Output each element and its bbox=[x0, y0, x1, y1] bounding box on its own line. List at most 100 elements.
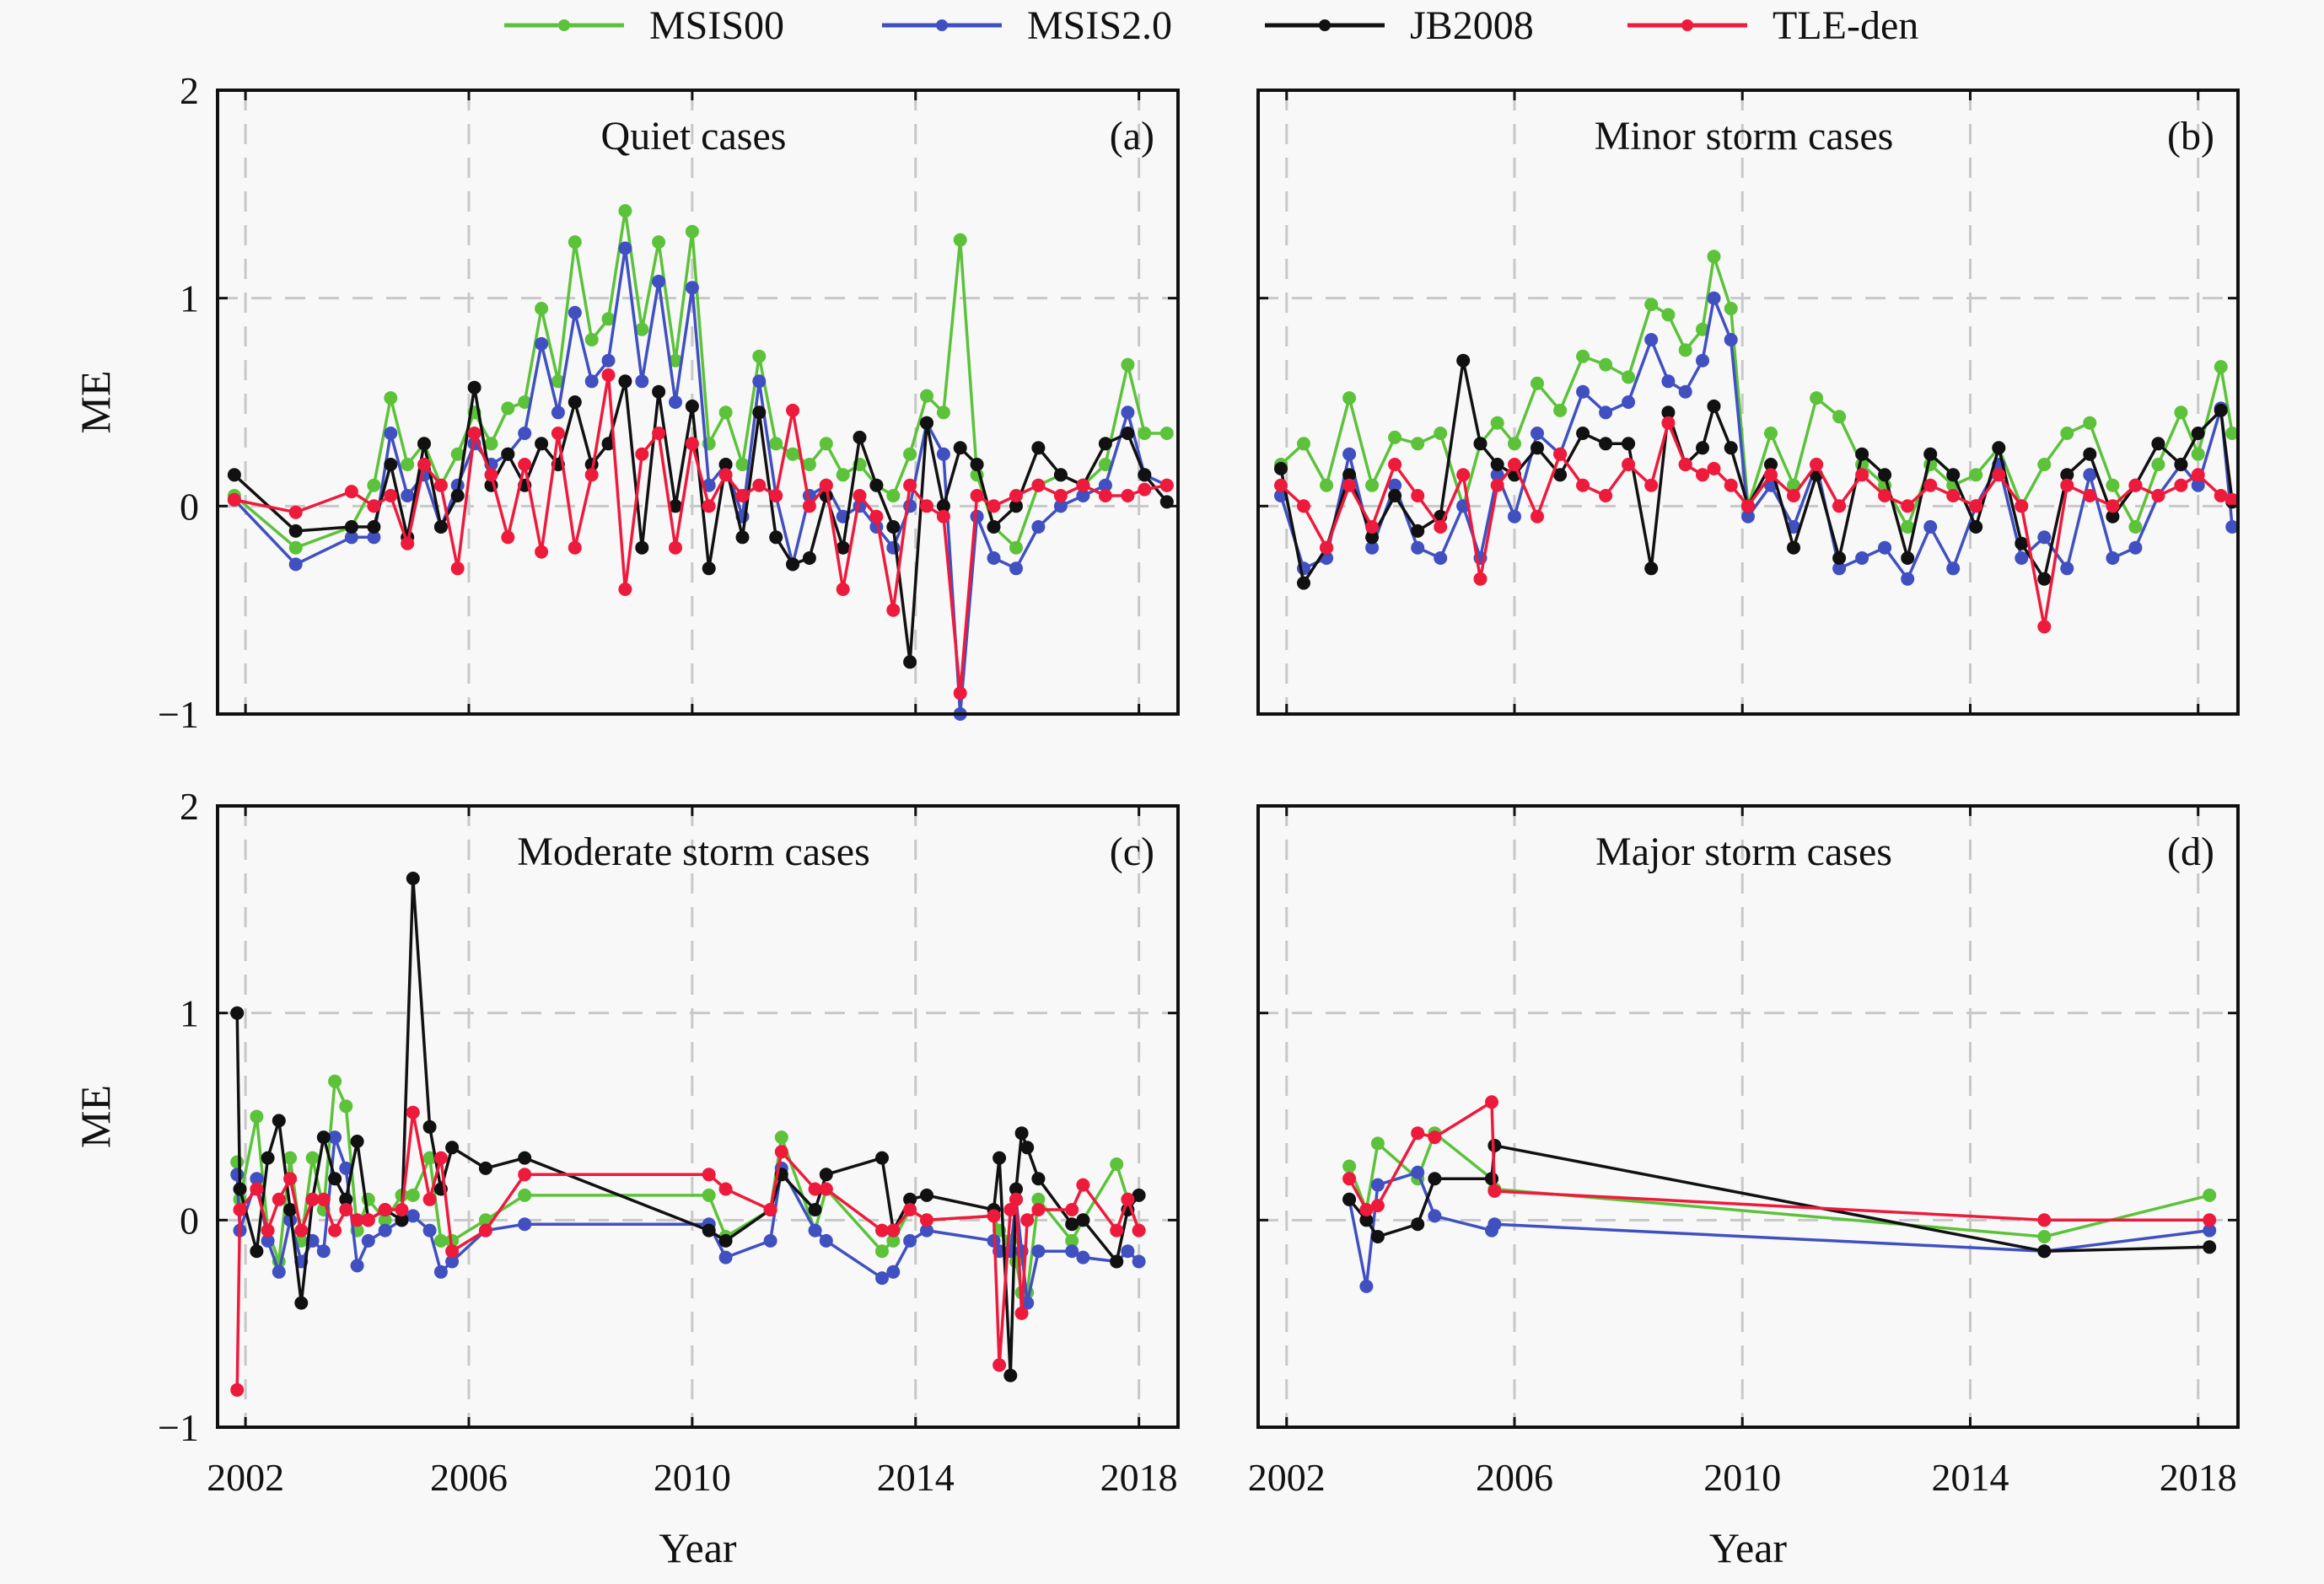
data-point bbox=[2174, 405, 2188, 420]
legend-marker bbox=[1681, 19, 1693, 31]
data-point bbox=[819, 1182, 833, 1196]
data-point bbox=[970, 489, 984, 502]
series-line bbox=[1348, 1171, 2210, 1288]
data-point bbox=[1622, 437, 1636, 451]
data-point bbox=[501, 401, 515, 416]
data-point bbox=[1014, 1306, 1029, 1320]
data-point bbox=[305, 1192, 320, 1206]
data-point bbox=[367, 520, 381, 534]
data-point bbox=[433, 1233, 448, 1248]
data-point bbox=[305, 1151, 320, 1165]
data-point bbox=[819, 1233, 833, 1248]
data-point bbox=[1923, 478, 1938, 492]
data-point bbox=[1764, 458, 1778, 471]
series-msis2-0 bbox=[1342, 1165, 2217, 1293]
data-point bbox=[2060, 478, 2074, 492]
data-point bbox=[261, 1223, 275, 1238]
data-point bbox=[1434, 427, 1448, 440]
data-point bbox=[769, 437, 783, 451]
data-point bbox=[1359, 1279, 1374, 1293]
data-point bbox=[635, 322, 649, 336]
data-point bbox=[786, 447, 800, 461]
data-point bbox=[886, 520, 901, 534]
data-point bbox=[903, 478, 917, 492]
data-point bbox=[635, 540, 649, 555]
data-point bbox=[1923, 520, 1938, 534]
data-point bbox=[367, 478, 381, 492]
data-point bbox=[774, 1145, 788, 1159]
series-tle-den bbox=[230, 1105, 1146, 1397]
data-point bbox=[2174, 478, 2188, 492]
data-point bbox=[367, 530, 381, 545]
data-point bbox=[774, 1130, 788, 1145]
data-point bbox=[272, 1114, 286, 1128]
series-msis2-0 bbox=[1274, 291, 2240, 586]
data-point bbox=[1020, 1213, 1035, 1227]
panel-b: Minor storm cases (b) bbox=[1256, 89, 2240, 716]
data-point bbox=[1901, 520, 1915, 534]
x-tick-label: 2006 bbox=[430, 1456, 508, 1499]
data-point bbox=[953, 441, 967, 455]
data-point bbox=[230, 1006, 245, 1020]
data-point bbox=[1553, 468, 1568, 482]
data-point bbox=[233, 1182, 247, 1196]
data-point bbox=[316, 1244, 331, 1259]
y-tick-label: 2 bbox=[180, 785, 199, 828]
data-point bbox=[2203, 1223, 2217, 1238]
legend-item-tle-den: TLE-den bbox=[1627, 3, 1918, 48]
data-point bbox=[1724, 333, 1738, 346]
series-tle-den bbox=[227, 368, 1174, 701]
x-axis-label: Year bbox=[1709, 1524, 1787, 1571]
data-point bbox=[1992, 441, 2006, 455]
series-line bbox=[1279, 358, 2234, 585]
data-point bbox=[328, 1223, 342, 1238]
y-tick-label: 0 bbox=[180, 1199, 199, 1242]
y-axis-label: ME bbox=[72, 371, 119, 434]
data-point bbox=[1065, 1244, 1079, 1259]
data-point bbox=[2128, 478, 2143, 492]
data-point bbox=[384, 391, 398, 405]
data-point bbox=[1901, 499, 1915, 513]
data-point bbox=[1320, 540, 1334, 555]
data-point bbox=[328, 1130, 342, 1145]
data-point bbox=[2015, 536, 2029, 550]
data-point bbox=[568, 235, 582, 250]
data-point bbox=[1707, 250, 1721, 264]
legend-item-msis2-0: MSIS2.0 bbox=[882, 3, 1172, 48]
data-point bbox=[518, 427, 532, 440]
x-axis-label: Year bbox=[659, 1524, 736, 1571]
data-point bbox=[752, 478, 767, 492]
data-point bbox=[1434, 551, 1448, 565]
data-point bbox=[920, 1223, 933, 1238]
data-point bbox=[1053, 499, 1068, 513]
data-point bbox=[1764, 427, 1778, 440]
data-point bbox=[920, 499, 933, 513]
data-point bbox=[903, 447, 917, 461]
data-point bbox=[535, 336, 549, 351]
data-point bbox=[535, 545, 549, 559]
panels: −1 0 1 2 ME Quiet cases (a) Minor storm cases (b… bbox=[72, 69, 2240, 1571]
data-point bbox=[551, 405, 565, 420]
data-point bbox=[1531, 441, 1544, 455]
data-point bbox=[406, 1105, 420, 1120]
data-point bbox=[1297, 499, 1310, 513]
data-point bbox=[328, 1172, 342, 1186]
series-jb2008 bbox=[227, 374, 1174, 669]
panel-c: −1 0 1 2 2002 2006 2010 2014 2018 ME Year Moderate … bbox=[72, 785, 1180, 1571]
legend-label: JB2008 bbox=[1410, 3, 1534, 48]
data-point bbox=[1031, 1203, 1046, 1216]
data-point bbox=[669, 353, 682, 368]
series-line bbox=[1348, 1100, 2210, 1222]
data-point bbox=[1342, 468, 1357, 482]
data-point bbox=[2015, 499, 2029, 513]
data-point bbox=[685, 224, 699, 239]
data-point bbox=[1065, 1217, 1079, 1232]
data-point bbox=[283, 1151, 298, 1165]
data-point bbox=[584, 468, 599, 482]
data-point bbox=[875, 1271, 889, 1286]
data-point bbox=[450, 447, 465, 461]
data-point bbox=[2203, 1188, 2217, 1202]
data-point bbox=[936, 499, 950, 513]
data-point bbox=[1342, 391, 1357, 405]
data-point bbox=[635, 447, 649, 461]
